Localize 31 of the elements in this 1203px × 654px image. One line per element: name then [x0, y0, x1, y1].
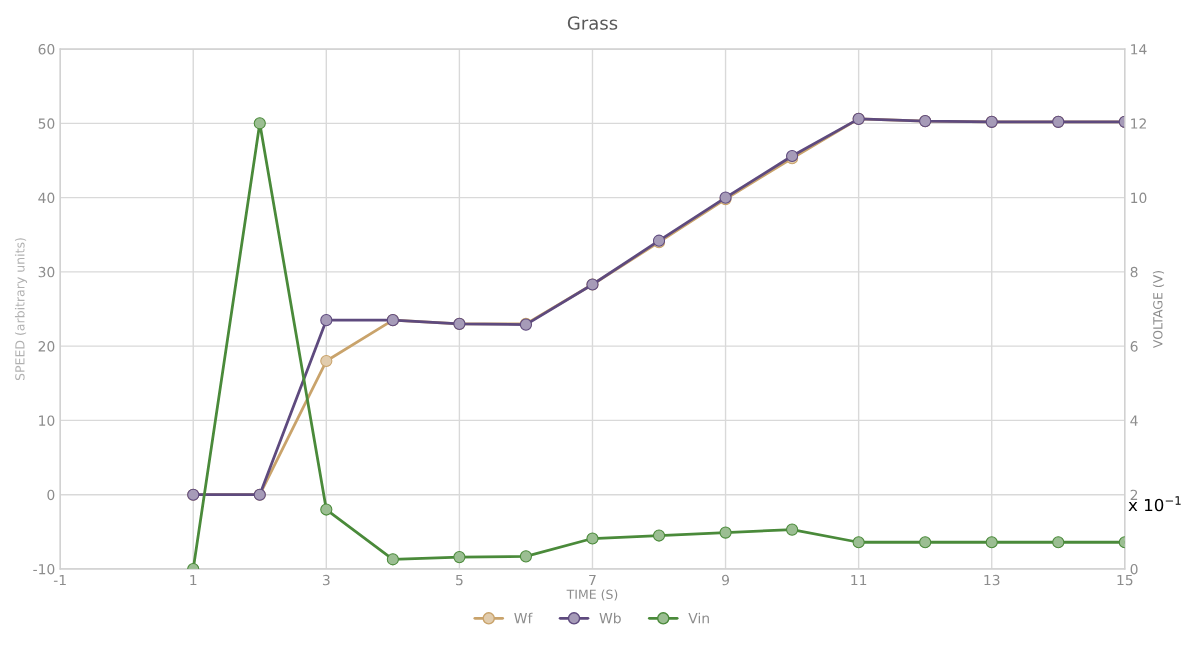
y2-tick-label: 0: [1130, 563, 1138, 575]
y-tick-label: 30: [38, 266, 55, 278]
legend-label: Vin: [688, 612, 709, 624]
x-axis-title: TIME (S): [566, 589, 618, 601]
y2-tick-label: 14: [1131, 44, 1147, 55]
y2-axis-title: VOLTAGE (V): [1152, 270, 1165, 349]
x-tick-label: 9: [722, 574, 729, 586]
x-tick-label: 7: [589, 574, 596, 586]
x-tick-label: 3: [322, 574, 330, 586]
y-tick-label: 50: [38, 118, 55, 129]
y-tick-label: 20: [38, 341, 55, 352]
y2-tick-label: 12: [1131, 118, 1146, 129]
chart-title: Grass: [567, 16, 618, 30]
y2-tick-label: 8: [1130, 266, 1138, 278]
x-tick-label: 15: [1117, 574, 1133, 586]
legend-label: Wb: [599, 612, 621, 624]
y2-tick-label: 4: [1130, 415, 1138, 426]
y-tick-label: 0: [47, 489, 55, 501]
y-axis-title: SPEED (arbitrary units): [14, 238, 28, 381]
y-tick-label: 60: [38, 44, 55, 55]
x-tick-label: -1: [53, 574, 66, 586]
x-tick-label: 11: [851, 574, 867, 586]
y-tick-label: -10: [33, 563, 55, 575]
legend-label: Wf: [514, 612, 533, 624]
y2-tick-label: 6: [1130, 341, 1138, 352]
y-tick-label: 10: [39, 415, 55, 426]
y2-tick-label: 10: [1131, 192, 1147, 204]
x-tick-label: 1: [190, 574, 197, 586]
x-tick-label: 5: [456, 574, 463, 586]
y-tick-label: 40: [38, 192, 55, 204]
x-tick-label: 13: [984, 574, 1000, 586]
